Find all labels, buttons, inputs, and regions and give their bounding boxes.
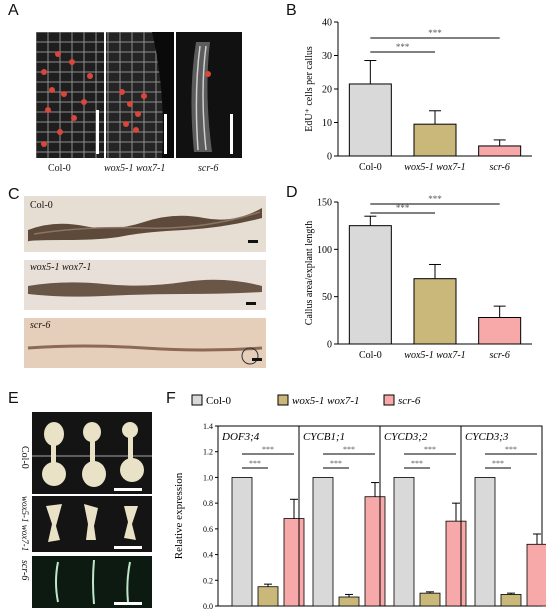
bar-3-2 — [526, 543, 546, 607]
significance-label: *** — [492, 459, 504, 468]
panel-label-d: D — [286, 184, 298, 201]
x-tick-label: wox5-1 wox7-1 — [404, 162, 465, 173]
caption-c-scr6: scr-6 — [30, 320, 51, 331]
gene-label-2: CYCD3;2 — [384, 431, 428, 443]
y-tick-label: 0 — [327, 340, 332, 351]
panel-a-micrographs — [36, 32, 242, 158]
significance-label: *** — [249, 459, 261, 468]
callus-photo-e-scr6 — [32, 556, 152, 608]
bar-0-1 — [257, 586, 279, 607]
caption-c-col0: Col-0 — [30, 200, 53, 211]
bar-2-0 — [393, 477, 415, 607]
significance-label: *** — [411, 459, 423, 468]
x-tick-label: scr-6 — [489, 162, 509, 173]
panel-label-a: A — [8, 2, 19, 19]
significance-label: *** — [424, 445, 436, 454]
gene-label-1: CYCB1;1 — [303, 431, 345, 443]
significance-label: *** — [505, 445, 517, 454]
y-tick-label: 0.4 — [203, 551, 213, 560]
legend-label-2: scr-6 — [398, 395, 421, 407]
y-tick-label: 0.6 — [203, 525, 213, 534]
y-tick-label: 1.4 — [203, 422, 213, 431]
legend-swatch-0 — [191, 394, 203, 406]
gene-label-3: CYCD3;3 — [465, 431, 509, 443]
confocal-images — [36, 32, 242, 158]
panel-label-f: F — [166, 390, 176, 407]
legend-swatch-1 — [277, 394, 289, 406]
bar-3-0 — [474, 477, 496, 607]
significance-label: *** — [343, 445, 355, 454]
panel-label-b: B — [286, 2, 297, 19]
chart-b-edu-cells: 0 10 20 30 40 EdU⁺ cells per callus Col-0 wox5-… — [304, 18, 532, 173]
significance-label: *** — [428, 194, 442, 204]
bar-0-0 — [231, 477, 253, 607]
bar-1 — [413, 278, 457, 345]
y-tick-label: 100 — [317, 245, 332, 256]
legend-label-1: wox5-1 wox7-1 — [292, 395, 360, 407]
bar-1 — [413, 123, 457, 157]
bar-1-1 — [338, 596, 360, 607]
callus-photo-scr6: scr-6 — [24, 318, 266, 368]
x-tick-label: wox5-1 wox7-1 — [404, 350, 465, 361]
caption-a-col0: Col-0 — [48, 163, 71, 174]
bar-2 — [478, 316, 522, 345]
x-tick-label: Col-0 — [359, 350, 382, 361]
caption-a-wox: wox5-1 wox7-1 — [104, 163, 166, 174]
y-tick-label: 1.2 — [203, 448, 213, 457]
significance-label: *** — [428, 28, 442, 38]
gene-label-0: DOF3;4 — [221, 431, 260, 443]
x-tick-label: Col-0 — [359, 162, 382, 173]
chart-d-callus-area: 0 50 100 150 Callus area/explant length Col-0… — [304, 194, 532, 361]
y-axis-label: EdU⁺ cells per callus — [304, 46, 315, 132]
panel-label-e: E — [8, 390, 19, 407]
bar-3-1 — [500, 594, 522, 607]
callus-photo-e-wox — [32, 496, 152, 552]
y-tick-label: 50 — [322, 292, 332, 303]
significance-label: *** — [262, 445, 274, 454]
y-tick-label: 1.0 — [203, 473, 213, 482]
significance-label: *** — [330, 459, 342, 468]
callus-photo-e-col0 — [32, 412, 152, 494]
bar-2 — [478, 145, 522, 157]
y-tick-label: 0.0 — [203, 602, 213, 611]
y-tick-label: 20 — [322, 85, 332, 96]
caption-e-col0: Col-0 — [19, 446, 30, 469]
y-axis-label: Callus area/explant length — [304, 221, 315, 325]
bar-2-1 — [419, 592, 441, 607]
bar-2-2 — [445, 520, 467, 607]
y-tick-label: 40 — [322, 18, 332, 29]
bar-0-2 — [283, 518, 305, 607]
caption-a-scr6: scr-6 — [198, 163, 219, 174]
bar-1-2 — [364, 496, 386, 607]
callus-photo-wox: wox5-1 wox7-1 — [24, 260, 266, 310]
bar-0 — [348, 83, 392, 157]
panel-label-c: C — [8, 186, 20, 203]
y-axis-label: Relative expression — [173, 472, 185, 559]
x-tick-label: scr-6 — [489, 350, 509, 361]
legend-label-0: Col-0 — [206, 395, 232, 407]
bar-1-0 — [312, 477, 334, 607]
y-tick-label: 10 — [322, 118, 332, 129]
y-tick-label: 0.2 — [203, 576, 213, 585]
caption-e-wox: wox5-1 wox7-1 — [20, 496, 30, 552]
y-tick-label: 30 — [322, 51, 332, 62]
significance-label: *** — [396, 203, 410, 213]
bar-0 — [348, 225, 392, 345]
caption-e-scr6: scr-6 — [19, 560, 30, 581]
callus-photo-col0: Col-0 — [24, 196, 266, 252]
y-tick-label: 150 — [317, 198, 332, 209]
legend-swatch-2 — [383, 394, 395, 406]
y-tick-label: 0 — [327, 152, 332, 163]
caption-c-wox: wox5-1 wox7-1 — [30, 262, 92, 273]
significance-label: *** — [396, 42, 410, 52]
chart-f-relative-expression: Col-0 wox5-1 wox7-1 scr-6 Relative expressi… — [173, 394, 546, 611]
y-tick-label: 0.8 — [203, 499, 213, 508]
